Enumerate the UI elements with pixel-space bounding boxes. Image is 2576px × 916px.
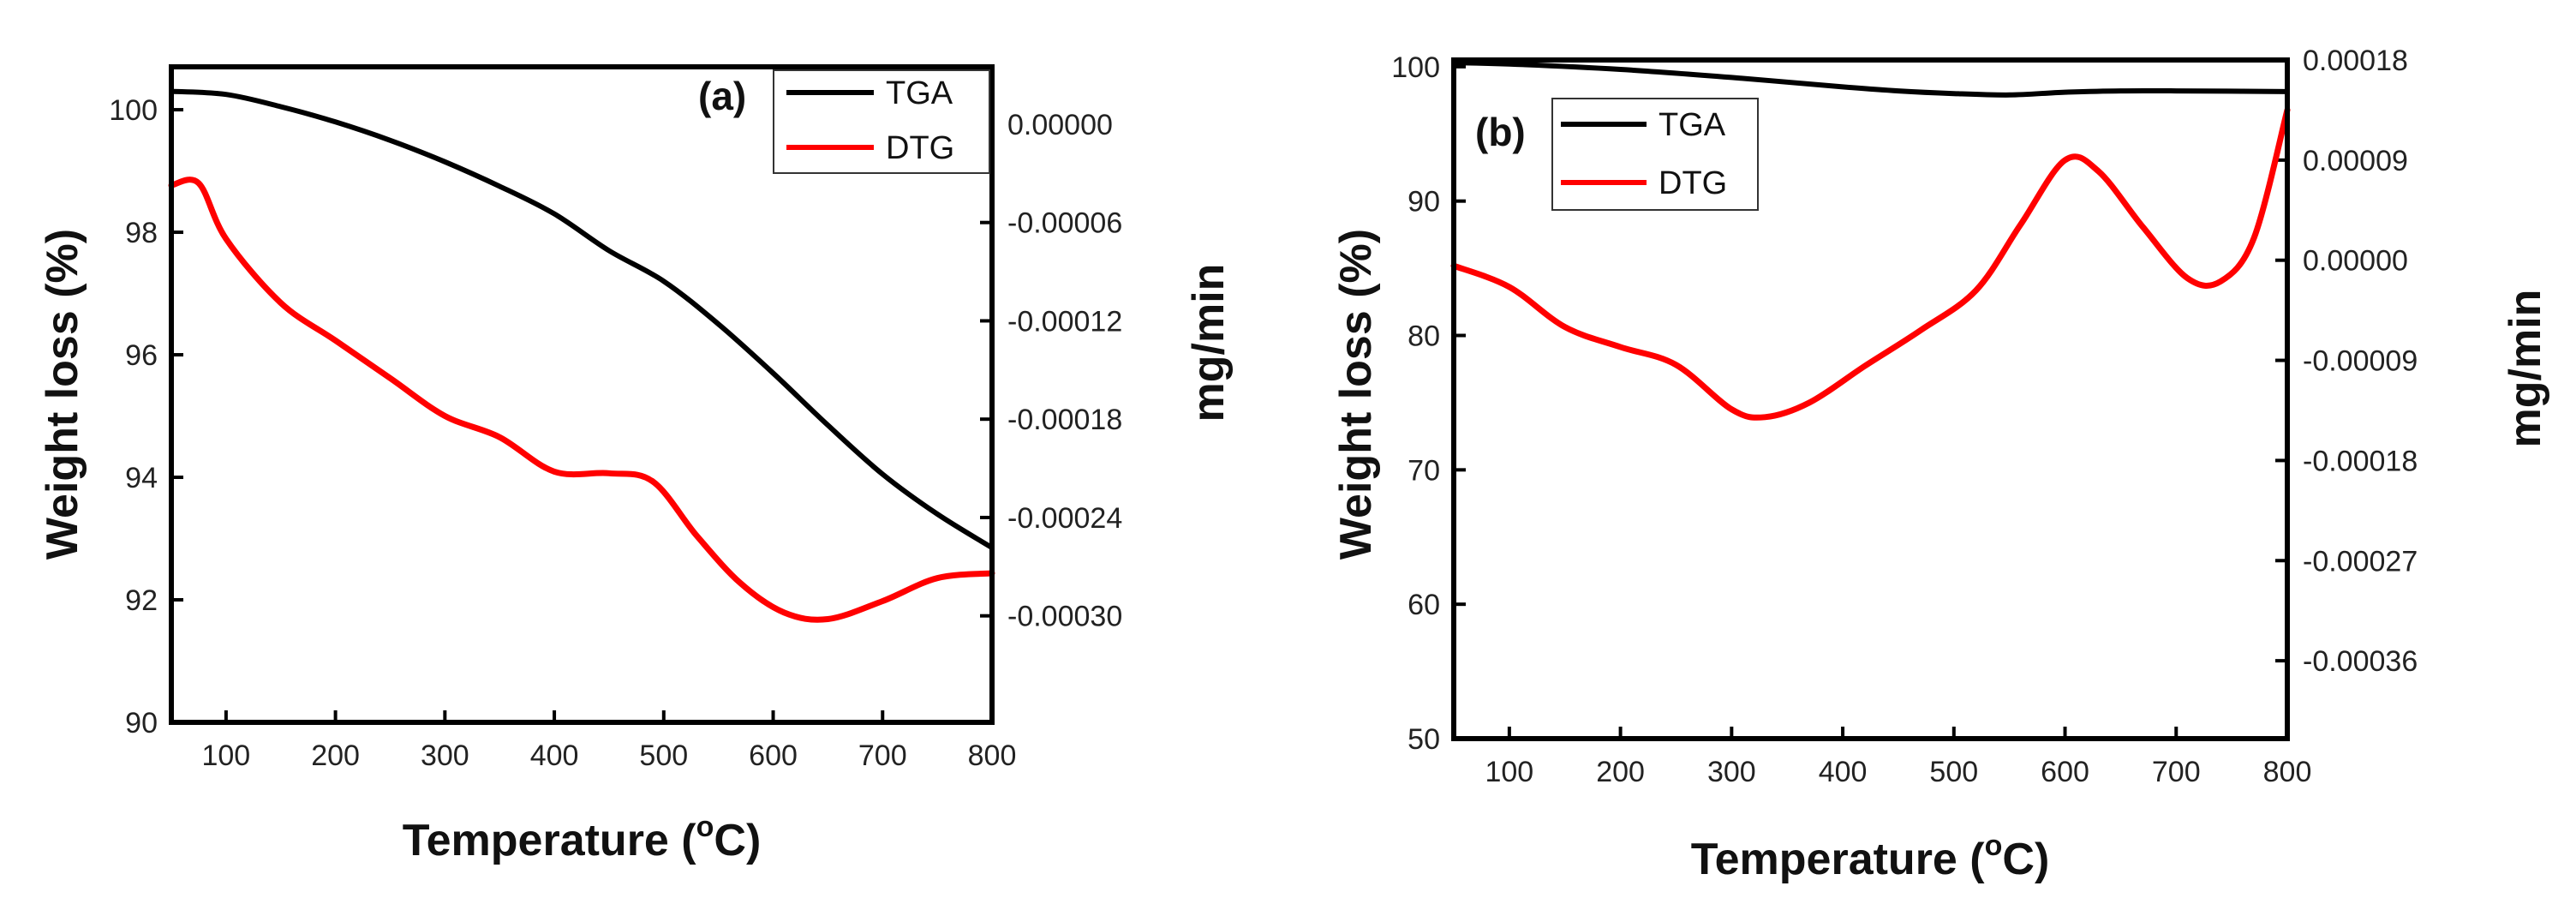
panel-b-series-tga-line: [1451, 60, 2290, 98]
panel-b-x-title: Temperature (oC): [1691, 829, 2050, 884]
panel-b-x-title-main: Temperature (: [1691, 835, 1986, 884]
panel-a-legend: TGA DTG: [773, 69, 990, 174]
panel-b-y-right-tick-label-2: 0.00000: [2303, 245, 2408, 278]
panel-b-y-left-title: Weight loss (%): [1331, 229, 1381, 560]
panel-b-y-right-tick-label-6: -0.00036: [2303, 645, 2418, 678]
panel-a-x-tick-label-400: 400: [530, 739, 579, 772]
panel-b-y-left-tick-label-100: 100: [1391, 51, 1440, 84]
panel-a-chart: 90 92 94 96 98 100 0.00000 -0.00006 -0.00012 -0.…: [38, 64, 1234, 865]
panel-b-right-y-ticks: 0.00018 0.00009 0.00000 -0.00009 -0.00018 -0.…: [2275, 45, 2418, 678]
panel-b-chart: 50 60 70 80 90 100 0.00018 0.00009 0.00000 -0.00…: [1331, 45, 2550, 884]
panel-a-x-title-sup: o: [696, 811, 714, 843]
panel-b-left-y-ticks: 50 60 70 80 90 100: [1391, 51, 1466, 756]
panel-a-y-left-tick-label-92: 92: [125, 584, 158, 617]
panel-a-label: (a): [698, 74, 746, 118]
panel-b-x-ticks: 100 200 300 400 500 600 700 800: [1485, 727, 2311, 788]
panel-b-y-left-tick-label-80: 80: [1408, 320, 1440, 353]
panel-b-y-right-title: mg/min: [2501, 290, 2550, 448]
panel-a-x-tick-label-500: 500: [639, 739, 688, 772]
panel-a-right-y-ticks: 0.00000 -0.00006 -0.00012 -0.00018 -0.00024 -…: [980, 109, 1122, 633]
panel-a-y-right-title: mg/min: [1184, 264, 1234, 422]
panel-a-y-left-title: Weight loss (%): [38, 229, 87, 560]
panel-a-left-y-ticks: 90 92 94 96 98 100: [109, 94, 183, 739]
panel-a-x-tick-label-700: 700: [858, 739, 907, 772]
panel-b-x-tick-label-100: 100: [1485, 756, 1533, 788]
panel-a-y-right-tick-label-4: -0.00024: [1007, 502, 1122, 535]
panel-a-x-title: Temperature (oC): [403, 811, 762, 865]
panel-b-x-tick-label-400: 400: [1819, 756, 1868, 788]
panel-a-x-tick-label-600: 600: [749, 739, 798, 772]
panel-a-x-ticks: 100 200 300 400 500 600 700 800: [201, 710, 1016, 772]
panel-a-x-tick-label-100: 100: [201, 739, 250, 772]
panel-b-y-left-tick-label-60: 60: [1408, 589, 1440, 621]
panel-b-x-tick-label-700: 700: [2152, 756, 2201, 788]
panel-a-y-right-tick-label-0: 0.00000: [1007, 109, 1113, 141]
panel-b-plot-frame: [1451, 57, 2290, 741]
panel-a-y-right-tick-label-5: -0.00030: [1007, 601, 1122, 633]
panel-b-label: (b): [1475, 110, 1526, 154]
panel-b-y-right-tick-label-4: -0.00018: [2303, 445, 2418, 477]
panel-a-y-left-tick-label-96: 96: [125, 339, 158, 372]
panel-a-legend-box: [773, 69, 990, 174]
panel-a-y-left-tick-label-94: 94: [125, 462, 158, 494]
panel-b-series-dtg-line: [1450, 106, 2291, 421]
panel-a-y-left-tick-label-100: 100: [109, 94, 158, 127]
panel-a-series-tga-line: [169, 88, 995, 551]
panel-b-legend-box: [1551, 98, 1759, 211]
panel-a-y-right-tick-label-3: -0.00018: [1007, 404, 1122, 436]
panel-a-x-title-end: C): [714, 816, 761, 865]
panel-b-y-right-tick-label-5: -0.00027: [2303, 545, 2418, 578]
panel-b-x-tick-label-800: 800: [2263, 756, 2312, 788]
panel-b-legend-label-dtg: DTG: [1659, 165, 1727, 201]
panel-b-y-left-tick-label-50: 50: [1408, 723, 1440, 756]
panel-b-x-title-end: C): [2002, 835, 2049, 884]
panel-a-x-tick-label-300: 300: [421, 739, 469, 772]
panel-a-series: [168, 88, 995, 623]
panel-b-x-tick-label-500: 500: [1929, 756, 1978, 788]
panel-a-x-tick-label-200: 200: [311, 739, 360, 772]
panel-a-legend-label-dtg: DTG: [886, 130, 954, 166]
panel-a-x-title-main: Temperature (: [403, 816, 697, 865]
panel-b-x-tick-label-300: 300: [1707, 756, 1756, 788]
panel-b-y-left-tick-label-90: 90: [1408, 186, 1440, 219]
panel-a-x-tick-label-800: 800: [968, 739, 1017, 772]
panel-b-y-right-tick-label-1: 0.00009: [2303, 145, 2408, 177]
panel-b-x-tick-label-600: 600: [2041, 756, 2089, 788]
panel-a-series-dtg-line: [168, 177, 995, 623]
panel-b-y-left-tick-label-70: 70: [1408, 454, 1440, 487]
panel-a-y-left-tick-label-98: 98: [125, 217, 158, 249]
panel-b-x-tick-label-200: 200: [1596, 756, 1645, 788]
panel-a-plot-frame: [169, 64, 995, 725]
panel-b-legend: TGA DTG: [1551, 98, 1759, 211]
panel-a-legend-label-tga: TGA: [886, 75, 953, 111]
panel-b-y-right-tick-label-3: -0.00009: [2303, 345, 2418, 378]
panel-b-x-title-sup: o: [1985, 829, 2003, 862]
panel-b-y-right-tick-label-0: 0.00018: [2303, 45, 2408, 77]
panel-a-y-right-tick-label-2: -0.00012: [1007, 305, 1122, 338]
panel-a-y-right-tick-label-1: -0.00006: [1007, 207, 1122, 240]
panel-b-series: [1450, 60, 2291, 421]
panel-a-y-left-tick-label-90: 90: [125, 707, 158, 739]
panel-b-legend-label-tga: TGA: [1659, 107, 1726, 143]
